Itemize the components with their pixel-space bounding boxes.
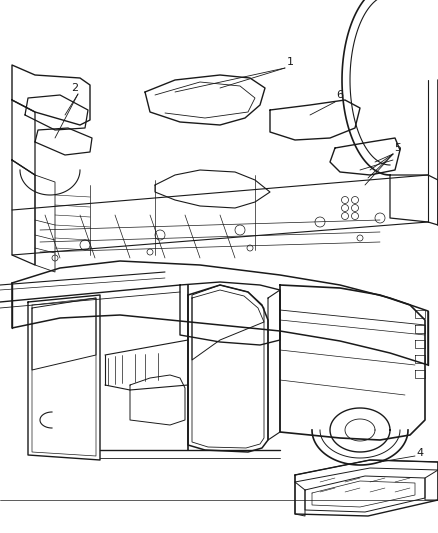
Text: 6: 6	[336, 90, 343, 100]
Text: 2: 2	[71, 83, 78, 93]
Text: 4: 4	[417, 448, 424, 458]
Text: 5: 5	[395, 143, 402, 153]
Text: 1: 1	[286, 57, 293, 67]
